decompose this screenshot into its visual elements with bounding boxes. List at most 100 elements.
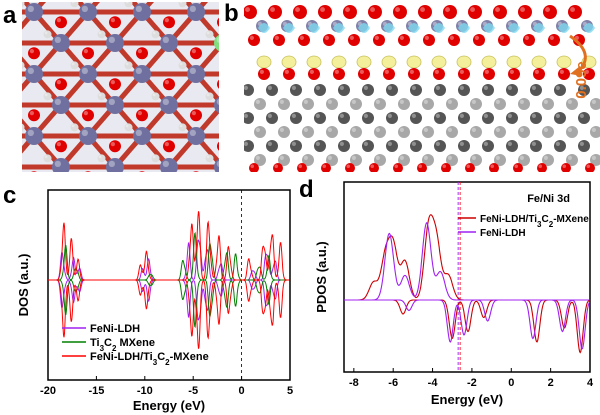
ti-atom	[290, 84, 302, 96]
x-tick-label: 0	[239, 385, 245, 397]
ti-atom	[290, 112, 302, 124]
ti-atom	[458, 140, 470, 152]
c-atom	[302, 98, 314, 110]
ti-atom	[244, 84, 254, 96]
c-atom	[278, 126, 290, 138]
c-atom	[566, 98, 578, 110]
terminal-oxygen-atom	[465, 163, 475, 172]
charge-depletion-isosurface	[333, 23, 345, 33]
charge-accumulation-isosurface	[481, 55, 497, 69]
dos-plot-frame	[47, 189, 291, 381]
terminal-oxygen-atom	[513, 163, 523, 172]
charge-depletion-isosurface	[283, 23, 295, 33]
hydrogen-atom	[151, 92, 160, 101]
charge-depletion-isosurface	[408, 23, 420, 33]
hydrogen-atom	[151, 154, 160, 163]
c-atom	[590, 126, 600, 138]
legend-label: Ti3C2 MXene	[90, 337, 155, 353]
charge-accumulation-isosurface	[406, 55, 422, 69]
dos-chart-svg: -20 -15 -10 -5 0 5 Energy (eV) DOS (a.u.) FeNi-L…	[16, 189, 293, 413]
c-atom	[422, 154, 434, 166]
dos-series-line	[48, 279, 290, 349]
pdos-series-line	[344, 221, 590, 301]
hydrogen-atom	[22, 2, 25, 8]
c-atom	[446, 154, 458, 166]
ti-atom	[554, 112, 566, 124]
c-atom	[542, 154, 554, 166]
charge-accumulation-isosurface	[331, 55, 347, 69]
c-atom	[542, 126, 554, 138]
terminal-oxygen-atom	[321, 163, 331, 172]
ti-atom	[410, 112, 422, 124]
interface-oxygen-atom	[458, 68, 470, 80]
panel-letter-b: b	[224, 0, 239, 27]
ti-atom	[410, 140, 422, 152]
oxygen-atom	[398, 34, 410, 46]
c-atom	[470, 126, 482, 138]
panel-letter-a: a	[3, 2, 17, 29]
oxygen-atom	[109, 78, 121, 91]
panel-d-pdos-chart: -8 -6 -4 -2 0 2 4 Energy (eV) PDOS (a.u.) Fe/Ni 3…	[300, 176, 600, 415]
hydrogen-atom	[97, 30, 106, 39]
oxygen-atom	[55, 16, 67, 29]
dos-series-line	[48, 231, 290, 281]
fe-atom	[52, 96, 70, 114]
c-atom	[302, 154, 314, 166]
ti-atom	[482, 84, 494, 96]
c-atom	[374, 98, 386, 110]
hydrogen-atom	[178, 2, 187, 8]
oxygen-atom	[82, 109, 94, 122]
c-atom	[446, 98, 458, 110]
x-tick-label: -10	[137, 385, 153, 397]
c-atom	[278, 98, 290, 110]
panel-b-structure-image: 0.09e	[244, 2, 600, 172]
c-atom	[518, 154, 530, 166]
ti-atom	[506, 112, 518, 124]
charge-depletion-isosurface	[483, 23, 495, 33]
fe-atom	[106, 158, 124, 172]
oxygen-atom	[31, 171, 37, 172]
interface-oxygen-atom	[433, 68, 445, 80]
fe-atom	[25, 65, 43, 83]
oxygen-atom	[268, 5, 282, 19]
c-atom	[302, 126, 314, 138]
charge-depletion-isosurface	[458, 23, 470, 33]
c-atom	[374, 126, 386, 138]
dos-series-line	[48, 239, 290, 281]
charge-accumulation-isosurface	[256, 55, 272, 69]
oxygen-atom	[55, 78, 67, 91]
panel-letter-c: c	[3, 182, 17, 209]
oxygen-atom	[393, 5, 407, 19]
ti-atom	[578, 140, 590, 152]
fe-atom	[133, 127, 151, 145]
hydrogen-atom	[43, 30, 52, 39]
oxygen-atom	[273, 34, 285, 46]
charge-accumulation-isosurface	[431, 55, 447, 69]
terminal-oxygen-atom	[417, 163, 427, 172]
oxygen-atom	[473, 34, 485, 46]
panel-a-structure-image	[22, 2, 219, 172]
hydrogen-atom	[205, 154, 214, 163]
x-tick-label: -2	[467, 377, 477, 389]
ldh-top-view-figure	[22, 2, 219, 172]
panel-c-dos-chart: -20 -15 -10 -5 0 5 Energy (eV) DOS (a.u.) FeNi-L…	[0, 180, 300, 415]
hydrogen-atom	[97, 154, 106, 163]
terminal-oxygen-atom	[345, 163, 355, 172]
interface-oxygen-atom	[483, 68, 495, 80]
fe-atom	[79, 3, 97, 21]
oxygen-atom	[28, 47, 40, 60]
hydrogen-atom	[205, 30, 214, 39]
c-atom	[494, 154, 506, 166]
charge-depletion-isosurface	[558, 23, 570, 33]
oxygen-atom	[573, 34, 585, 46]
c-atom	[422, 98, 434, 110]
terminal-oxygen-atom	[249, 163, 259, 172]
oxygen-atom	[82, 47, 94, 60]
charge-depletion-isosurface	[583, 23, 595, 33]
c-atom	[470, 98, 482, 110]
x-tick-label: 0	[508, 377, 514, 389]
hydrogen-atom	[178, 61, 187, 70]
x-tick-label: -5	[188, 385, 198, 397]
hydrogen-atom	[124, 61, 133, 70]
ti-atom	[338, 112, 350, 124]
